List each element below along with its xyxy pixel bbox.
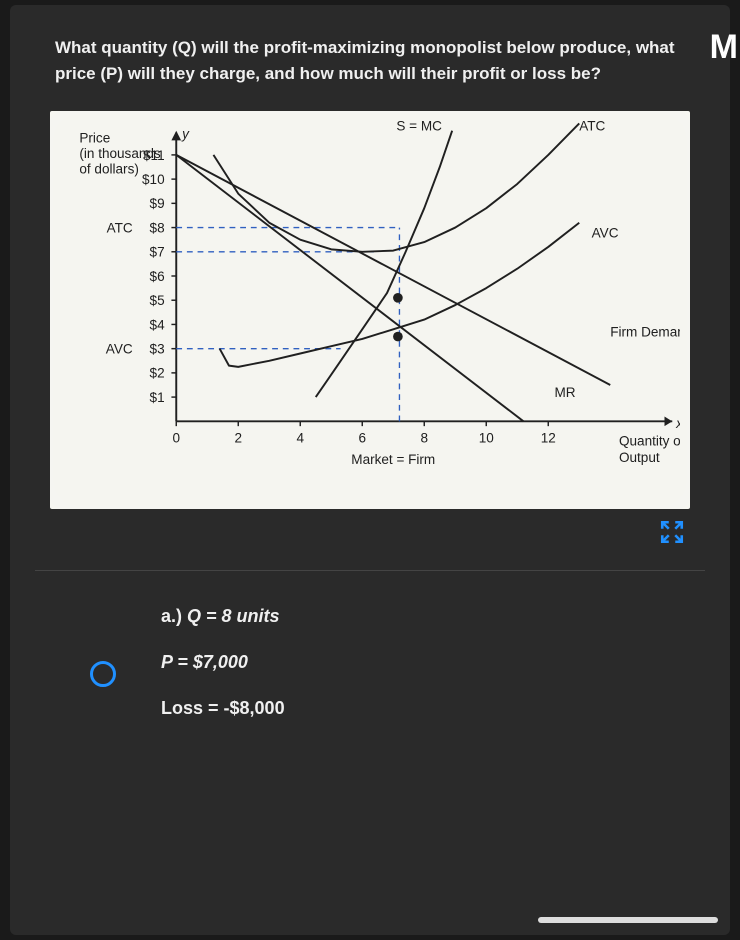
svg-text:8: 8 [420,431,428,446]
svg-text:$10: $10 [142,172,165,187]
svg-text:0: 0 [172,431,180,446]
svg-text:x: x [675,416,680,431]
svg-text:$5: $5 [150,293,165,308]
svg-text:Output: Output [619,450,660,465]
answer-loss: Loss = -$8,000 [161,698,285,718]
svg-text:Market = Firm: Market = Firm [351,452,435,467]
svg-text:Quantity of: Quantity of [619,434,680,449]
svg-text:of dollars): of dollars) [79,161,138,176]
svg-text:$7: $7 [150,245,165,260]
svg-text:y: y [181,126,190,141]
svg-text:S = MC: S = MC [396,121,442,134]
svg-text:MR: MR [554,385,575,400]
answer-text: a.) Q = 8 units P = $7,000 Loss = -$8,00… [161,606,285,744]
svg-text:12: 12 [541,431,556,446]
svg-text:6: 6 [358,431,366,446]
svg-text:ATC: ATC [579,121,605,134]
answer-p: P = $7,000 [161,652,248,672]
svg-text:Price: Price [79,130,110,145]
answer-q: Q = 8 units [187,606,280,626]
side-letter: M [710,28,738,67]
svg-text:$11: $11 [143,148,165,163]
chart-container: Price(in thousandsof dollars)y$1$2$3AVC$… [50,111,690,509]
expand-icon[interactable] [10,519,685,545]
svg-text:$9: $9 [150,196,165,211]
radio-icon [90,661,116,687]
svg-text:$8: $8 [150,220,165,235]
answer-option-a[interactable]: a.) Q = 8 units P = $7,000 Loss = -$8,00… [35,570,705,744]
svg-text:$2: $2 [150,366,165,381]
svg-text:$6: $6 [150,269,165,284]
svg-text:4: 4 [296,431,304,446]
svg-text:AVC: AVC [106,342,133,357]
maximize-icon [659,519,685,545]
svg-text:$1: $1 [150,390,165,405]
svg-text:AVC: AVC [592,225,619,240]
svg-text:10: 10 [479,431,494,446]
svg-text:$3: $3 [150,342,165,357]
svg-text:$4: $4 [150,317,166,332]
svg-text:ATC: ATC [107,220,133,235]
question-text: What quantity (Q) will the profit-maximi… [10,5,730,101]
svg-text:Firm Demand: Firm Demand [610,325,680,340]
svg-text:2: 2 [234,431,242,446]
economics-chart: Price(in thousandsof dollars)y$1$2$3AVC$… [60,121,680,499]
answer-label: a.) [161,606,182,626]
progress-bar [538,917,718,923]
